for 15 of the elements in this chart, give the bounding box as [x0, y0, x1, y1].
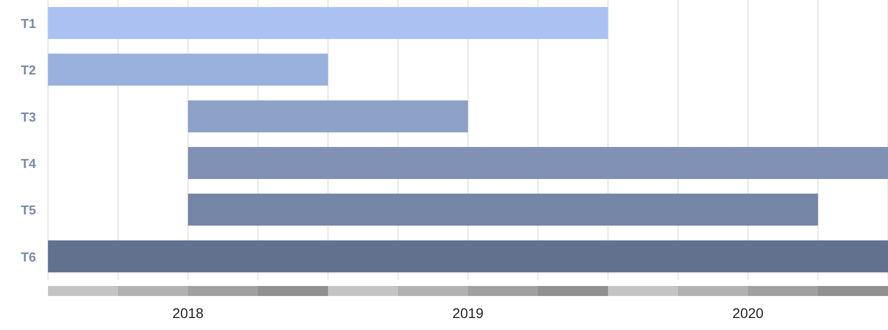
bar: [48, 240, 888, 272]
x-tick-label: 2018: [172, 304, 204, 321]
y-tick-label: T4: [20, 156, 37, 171]
bar: [48, 7, 608, 39]
bar: [188, 100, 468, 132]
bar: [48, 54, 328, 86]
x-tick-label: 2020: [732, 304, 764, 321]
x-tick-label: 2019: [452, 304, 484, 321]
bar: [188, 147, 888, 179]
y-tick-label: T5: [20, 202, 36, 218]
bar: [188, 194, 818, 226]
y-tick-label: T1: [20, 16, 36, 31]
y-tick-label: T6: [20, 249, 36, 264]
y-tick-label: T3: [20, 109, 36, 124]
y-tick-label: T2: [20, 62, 36, 78]
